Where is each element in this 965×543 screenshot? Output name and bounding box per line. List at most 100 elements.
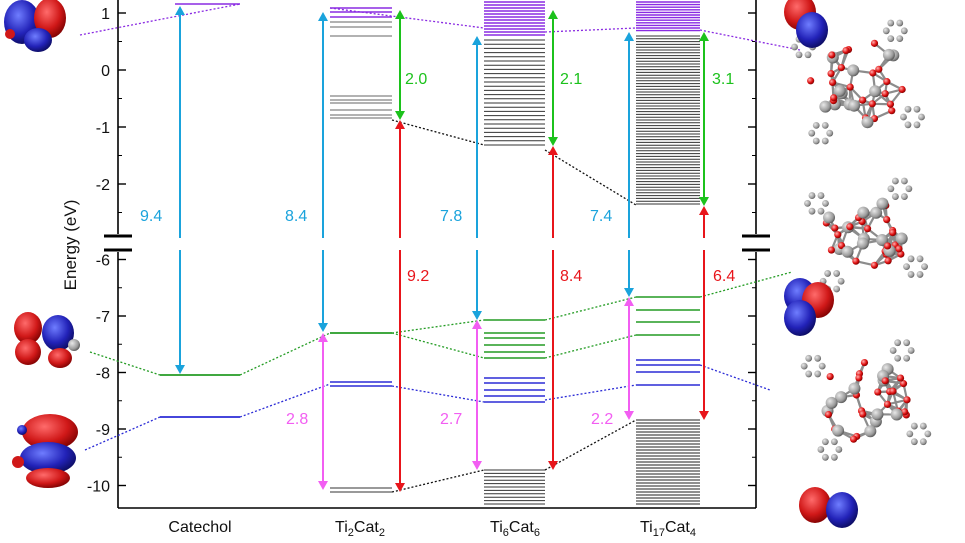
tick-label: 0	[101, 63, 110, 80]
c-atom	[818, 362, 826, 370]
c-atom	[814, 354, 822, 362]
ti-atom	[848, 99, 861, 112]
c-atom	[800, 362, 808, 370]
green-connector-ti6-ti17a	[544, 296, 637, 321]
o-atom	[881, 377, 889, 385]
o-atom	[863, 225, 872, 233]
orbital-image-homo-1	[12, 414, 78, 488]
black-connector-ti2-ti6-top	[391, 119, 485, 146]
c-atom	[817, 446, 825, 453]
c-atom	[808, 207, 816, 215]
c-atom	[805, 370, 813, 378]
ti-atom	[864, 425, 877, 438]
tick-label: -6	[96, 253, 110, 270]
tick-label: -1	[96, 120, 110, 137]
c-atom	[808, 192, 816, 199]
arrow-ti6-pink-head	[472, 320, 482, 329]
o-atom	[846, 223, 854, 231]
o-atom	[886, 100, 895, 108]
ti-atom	[823, 211, 836, 224]
o-atom	[883, 400, 892, 408]
c-atom	[896, 35, 904, 43]
o-atom	[826, 372, 834, 381]
category-labels: Catechol Ti2Cat2 Ti6Cat6 Ti17Cat4	[168, 519, 696, 539]
arrow-ti2-blue-tail	[318, 323, 328, 332]
o-atom	[870, 261, 879, 269]
o-atom	[824, 410, 833, 419]
cluster-images	[784, 0, 932, 528]
o-atom	[883, 216, 891, 224]
tick-label: -9	[96, 422, 110, 439]
arrow-ti6-blue-head	[472, 36, 482, 45]
tick-label: -8	[96, 366, 110, 383]
o-atom	[842, 47, 850, 55]
purple-connector-right	[699, 29, 801, 51]
green-connector-left	[89, 351, 161, 376]
orbital-lobe	[796, 12, 828, 48]
c-atom	[887, 185, 895, 193]
c-atom	[918, 113, 925, 121]
arrow-ti17-pink-head	[624, 297, 634, 306]
o-atom	[870, 39, 879, 47]
c-atom	[837, 277, 845, 285]
arrow-ti17-red-tail	[699, 411, 709, 420]
arrow-catechol-blue-head	[175, 6, 185, 15]
c-atom	[924, 430, 932, 438]
orbital-lobe	[784, 300, 816, 336]
arrow-ti2-pink-head	[318, 333, 328, 342]
gap-label-ti2-blue: 8.4	[285, 208, 307, 225]
o-atom	[884, 257, 892, 265]
ti-atom	[833, 84, 846, 97]
c-atom	[817, 192, 825, 199]
o-atom	[828, 51, 836, 59]
o-atom	[899, 380, 908, 388]
black-connector-ti6-ti17-bottom	[544, 419, 637, 471]
arrow-ti2-green-head	[395, 10, 405, 19]
category-ti2cat2: Ti2Cat2	[335, 519, 385, 539]
c-atom	[830, 438, 838, 446]
orbital-image-lumo	[4, 0, 66, 52]
green-connector-ti2-ti6a	[391, 319, 485, 334]
c-atom	[826, 129, 834, 137]
black-connector-ti2-ti6-bottom	[391, 469, 485, 493]
c-atom	[805, 354, 813, 362]
cluster-ti17-middle	[804, 177, 928, 293]
blue-connector-right	[699, 364, 771, 391]
o-atom	[881, 90, 889, 98]
o-atom	[852, 257, 860, 265]
arrow-ti17-green-tail	[699, 197, 709, 206]
o-atom	[830, 94, 838, 102]
c-atom	[916, 271, 924, 278]
c-atom	[913, 121, 921, 129]
y-ticks: 1 0 -1 -2 -6 -7 -8 -9 -10	[87, 6, 756, 496]
c-atom	[921, 263, 928, 271]
ti-atom	[882, 48, 895, 61]
c-atom	[919, 422, 927, 430]
gap-label-ti17-blue: 7.4	[590, 208, 612, 225]
c-atom	[887, 35, 895, 43]
ti-atom	[861, 116, 874, 129]
o-atom	[895, 245, 903, 253]
ti-atom	[871, 408, 884, 421]
o-atom	[889, 229, 897, 237]
c-atom	[795, 51, 803, 59]
c-atom	[822, 199, 829, 207]
gap-labels: 9.4 8.4 2.0 9.2 2.8 7.8 2.1 8.4 2.7 7.4 …	[140, 71, 735, 428]
purple-connector-ti2	[329, 7, 485, 29]
c-atom	[812, 121, 820, 129]
o-atom	[889, 387, 897, 395]
arrow-ti17-red-head	[699, 206, 709, 215]
arrow-ti2-pink-tail	[318, 481, 328, 490]
c-atom	[903, 263, 910, 271]
cluster-ti17-upper	[791, 19, 925, 145]
ti-atom	[835, 391, 848, 404]
c-atom	[821, 453, 829, 461]
o-atom	[883, 242, 892, 250]
o-atom	[903, 396, 911, 404]
o-atom	[896, 374, 905, 382]
gap-label-ti17-green: 3.1	[712, 71, 734, 88]
ti-atom	[890, 408, 903, 421]
c-atom	[821, 137, 829, 145]
o-atom	[828, 78, 837, 87]
c-atom	[882, 27, 890, 35]
